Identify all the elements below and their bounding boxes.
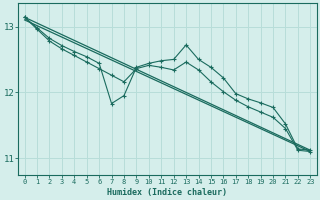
X-axis label: Humidex (Indice chaleur): Humidex (Indice chaleur) <box>108 188 228 197</box>
